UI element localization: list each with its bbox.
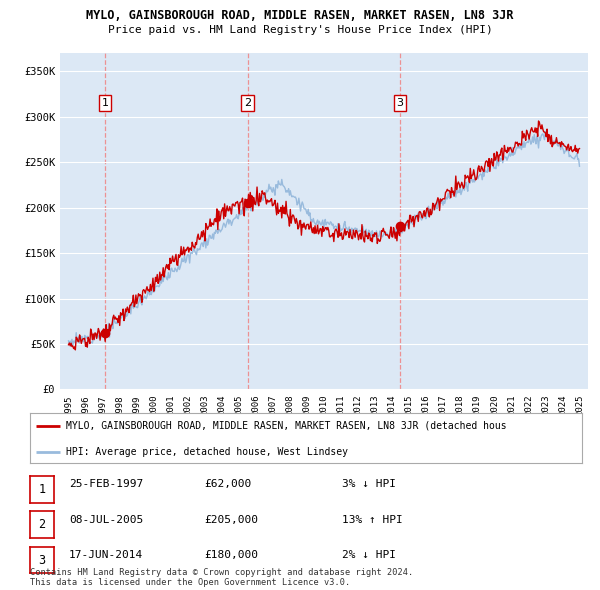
Text: This data is licensed under the Open Government Licence v3.0.: This data is licensed under the Open Gov… [30,578,350,587]
Text: 2% ↓ HPI: 2% ↓ HPI [342,550,396,560]
Text: 13% ↑ HPI: 13% ↑ HPI [342,514,403,525]
Text: 08-JUL-2005: 08-JUL-2005 [69,514,143,525]
Text: 1: 1 [38,483,46,496]
Text: £180,000: £180,000 [204,550,258,560]
Text: £62,000: £62,000 [204,479,251,489]
Text: 2: 2 [244,98,251,108]
Text: 25-FEB-1997: 25-FEB-1997 [69,479,143,489]
Text: £205,000: £205,000 [204,514,258,525]
Text: 17-JUN-2014: 17-JUN-2014 [69,550,143,560]
Text: Contains HM Land Registry data © Crown copyright and database right 2024.: Contains HM Land Registry data © Crown c… [30,568,413,576]
Text: MYLO, GAINSBOROUGH ROAD, MIDDLE RASEN, MARKET RASEN, LN8 3JR (detached hous: MYLO, GAINSBOROUGH ROAD, MIDDLE RASEN, M… [66,421,506,431]
Text: 3: 3 [38,553,46,566]
Text: Price paid vs. HM Land Registry's House Price Index (HPI): Price paid vs. HM Land Registry's House … [107,25,493,35]
Text: 2: 2 [38,518,46,531]
Text: MYLO, GAINSBOROUGH ROAD, MIDDLE RASEN, MARKET RASEN, LN8 3JR: MYLO, GAINSBOROUGH ROAD, MIDDLE RASEN, M… [86,9,514,22]
Text: 3: 3 [397,98,403,108]
Text: 3% ↓ HPI: 3% ↓ HPI [342,479,396,489]
Text: 1: 1 [101,98,109,108]
Text: HPI: Average price, detached house, West Lindsey: HPI: Average price, detached house, West… [66,447,348,457]
